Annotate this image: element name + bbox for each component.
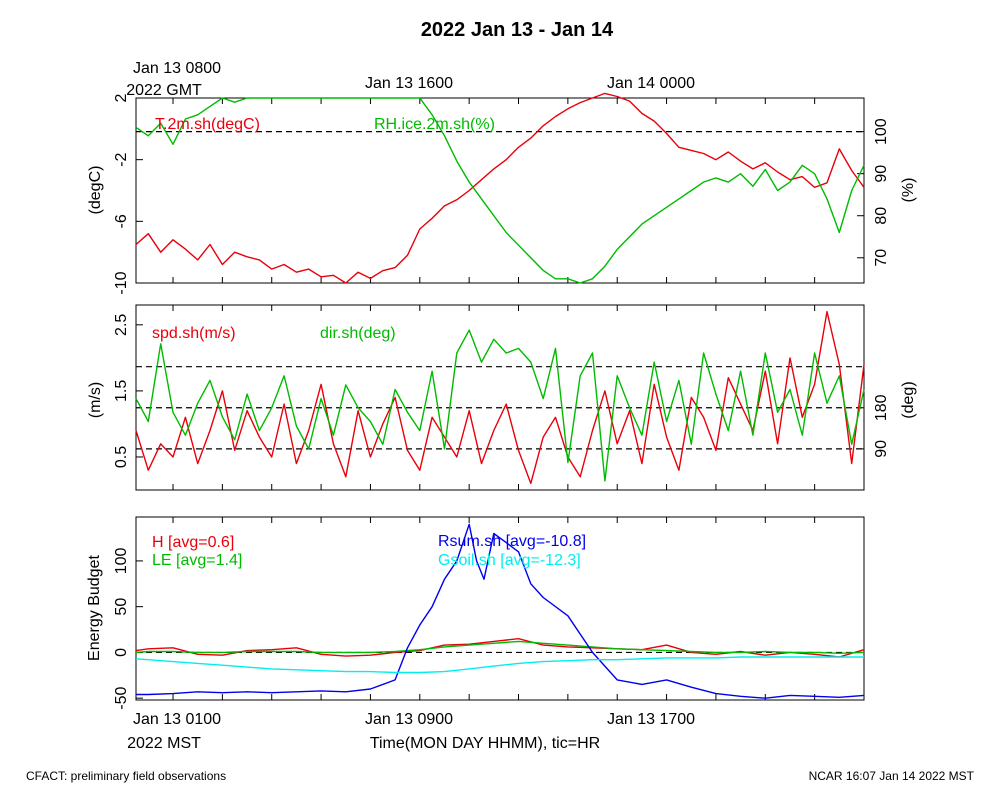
series-line-2-2	[136, 523, 865, 699]
panel-2-ylabel-left: (m/s)	[87, 382, 104, 418]
panel-3-ylabel: Energy Budget	[86, 555, 103, 661]
gmt-tick-1: Jan 13 0800	[133, 60, 221, 77]
series-line-2-1	[135, 640, 865, 654]
footer-right-note: NCAR 16:07 Jan 14 2022 MST	[809, 769, 975, 783]
panel-3-frame	[135, 516, 865, 701]
panel-temperature-humidity: -10 -6 -2 2 70 80 90 100 T.2m.sh(degC) RH.ice.2…	[87, 92, 917, 295]
gmt-tick-2: Jan 13 1600	[365, 75, 453, 92]
legend-humidity: RH.ice.2m.sh(%)	[374, 116, 495, 133]
legend-wind-direction: dir.sh(deg)	[320, 325, 396, 342]
panel-1-ylabel-right: (%)	[900, 178, 917, 203]
panel-energy-budget: -50 0 50 100 H [avg=0.6] LE [avg=1.4] Rsum.…	[86, 516, 865, 710]
y-tick-label-left: 0.5	[113, 446, 130, 468]
gmt-year-label: 2022 GMT	[126, 82, 202, 99]
panel-wind: 0.5 1.5 2.5 90 180 spd.sh(m/s) dir.sh(deg) (…	[87, 304, 917, 491]
y-tick-label-left: 1.5	[113, 380, 130, 402]
series-line-2-0	[135, 638, 865, 658]
legend-temperature: T.2m.sh(degC)	[155, 116, 260, 133]
y-tick-label-right: 90	[873, 440, 890, 458]
panel-3-content: -50 0 50 100	[113, 517, 865, 710]
series-line-1-0	[135, 310, 865, 485]
mst-year-label: 2022 MST	[127, 735, 201, 752]
y-tick-label-left: 0	[113, 648, 130, 657]
x-axis-label: Time(MON DAY HHMM), tic=HR	[370, 735, 600, 752]
panel-2-content: 0.5 1.5 2.5 90 180	[113, 305, 890, 490]
legend-sensible-heat: H [avg=0.6]	[152, 534, 234, 551]
mst-tick-1: Jan 13 0100	[133, 711, 221, 728]
panel-2-frame	[135, 304, 865, 491]
y-tick-label-right: 90	[873, 165, 890, 183]
legend-wind-speed: spd.sh(m/s)	[152, 325, 236, 342]
legend-soil-heat: Gsoil.sh [avg=-12.3]	[438, 552, 581, 569]
y-tick-label-right: 70	[873, 249, 890, 267]
y-tick-label-left: 2.5	[113, 314, 130, 336]
series-line-0-1	[135, 97, 865, 284]
y-tick-label-right: 180	[873, 394, 890, 421]
chart-title: 2022 Jan 13 - Jan 14	[421, 19, 614, 41]
series-line-1-1	[135, 329, 865, 482]
y-tick-label-left: 2	[113, 93, 130, 102]
y-tick-label-left: -6	[113, 214, 130, 228]
legend-latent-heat: LE [avg=1.4]	[152, 552, 242, 569]
gmt-tick-3: Jan 14 0000	[607, 75, 695, 92]
y-tick-label-left: -10	[113, 271, 130, 294]
panel-1-content: -10 -6 -2 2 70 80 90 100	[113, 92, 890, 295]
y-tick-label-left: 100	[113, 547, 130, 574]
panel-1-ylabel-left: (degC)	[87, 166, 104, 215]
y-tick-label-left: 50	[113, 598, 130, 616]
mst-tick-2: Jan 13 0900	[365, 711, 453, 728]
series-line-0-0	[135, 92, 865, 284]
y-tick-label-left: -50	[113, 687, 130, 710]
mst-tick-3: Jan 13 1700	[607, 711, 695, 728]
panel-2-ylabel-right: (deg)	[900, 381, 917, 418]
y-tick-label-right: 80	[873, 207, 890, 225]
y-tick-label-left: -2	[113, 152, 130, 166]
y-tick-label-right: 100	[873, 118, 890, 145]
legend-radiation-sum: Rsum.sh [avg=-10.8]	[438, 533, 586, 550]
footer-left-note: CFACT: preliminary field observations	[26, 769, 226, 783]
panel-1-frame	[135, 97, 865, 284]
series-line-2-3	[135, 656, 864, 674]
